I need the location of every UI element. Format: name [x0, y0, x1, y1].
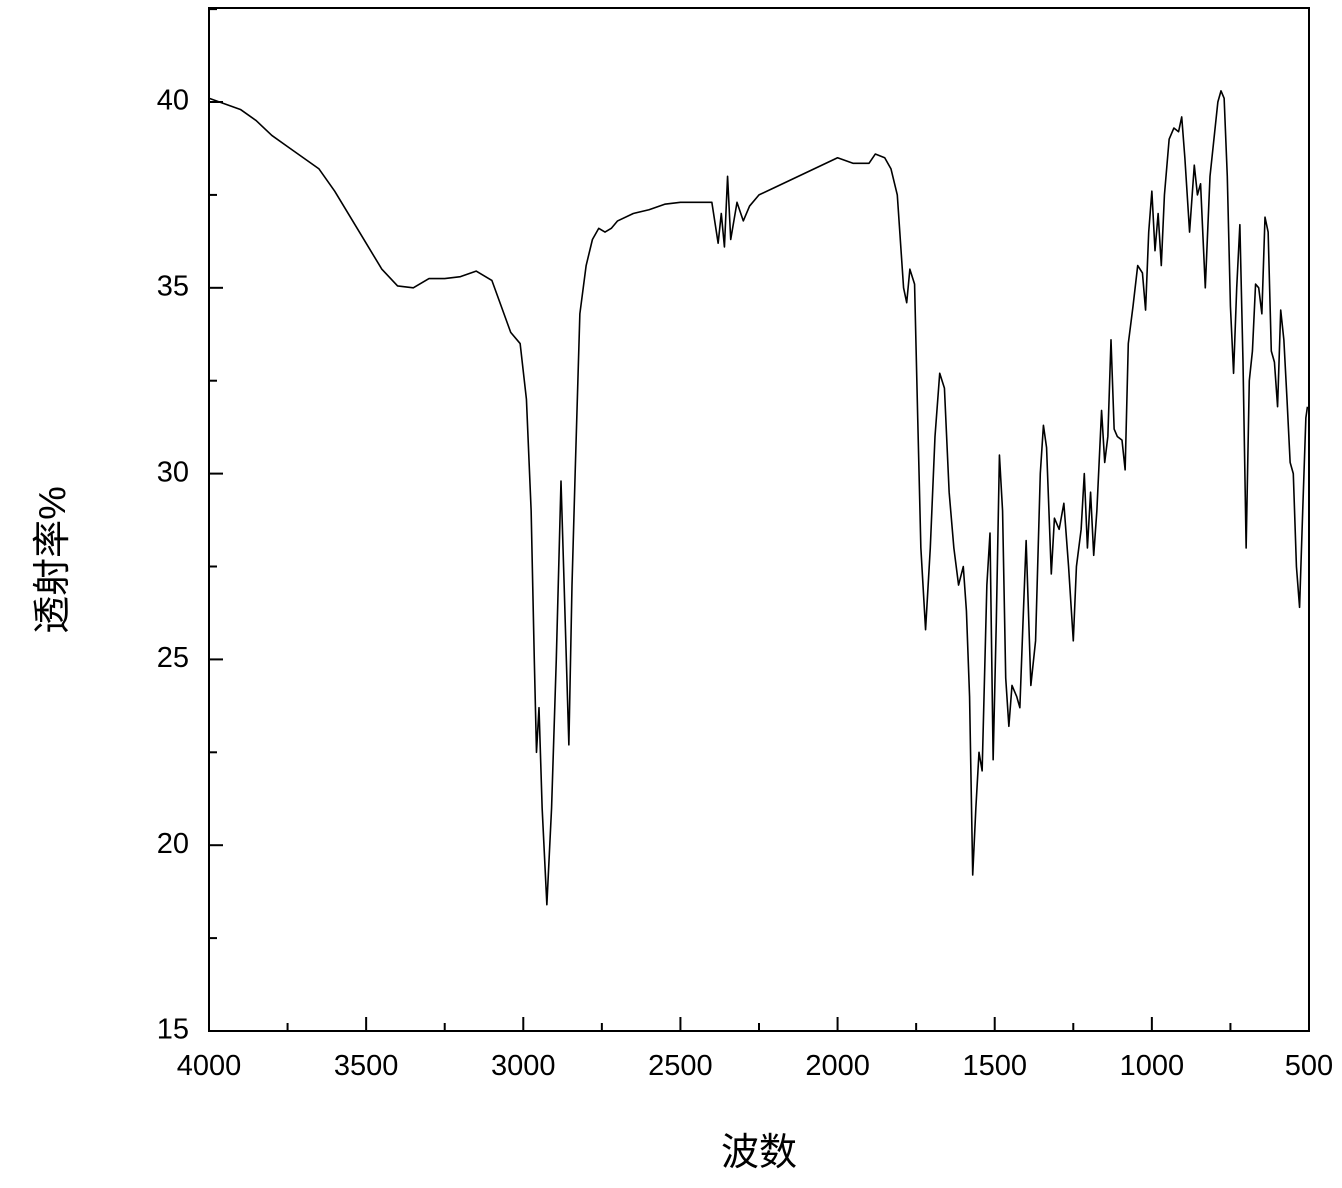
- y-tick-label: 35: [157, 270, 189, 302]
- x-tick-label: 1000: [1120, 1050, 1185, 1082]
- x-tick-label: 4000: [177, 1050, 242, 1082]
- y-tick-label: 25: [157, 642, 189, 674]
- spectrum-line: [208, 90, 1309, 906]
- x-tick-label: 2000: [805, 1050, 870, 1082]
- y-axis-label: 透射率%: [32, 486, 74, 634]
- y-tick-label: 30: [157, 456, 189, 488]
- y-tick-label: 15: [157, 1014, 189, 1046]
- x-tick-label: 3000: [491, 1050, 556, 1082]
- x-tick-label: 1500: [962, 1050, 1027, 1082]
- x-tick-label: 3500: [334, 1050, 399, 1082]
- plot-frame: [208, 7, 1310, 1032]
- y-tick-label: 20: [157, 828, 189, 860]
- x-tick-label: 2500: [648, 1050, 713, 1082]
- y-tick-label: 40: [157, 85, 189, 117]
- x-tick-label: 500: [1285, 1050, 1333, 1082]
- x-axis-label: 波数: [721, 1132, 797, 1174]
